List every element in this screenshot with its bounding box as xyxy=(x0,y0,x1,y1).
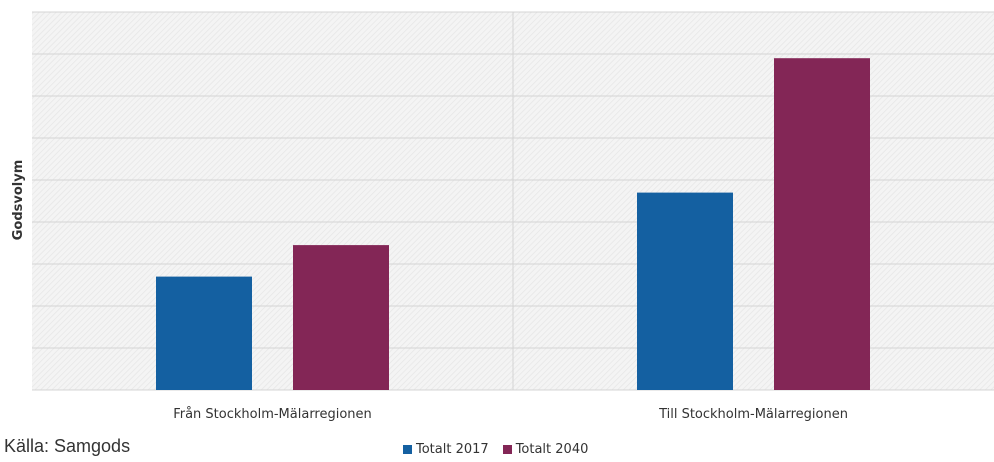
y-axis-label: Godsvolym xyxy=(11,160,26,241)
x-category-label-from: Från Stockholm-Mälarregionen xyxy=(173,407,372,422)
legend-label-2017: Totalt 2017 xyxy=(416,442,489,457)
source-note: Källa: Samgods xyxy=(4,436,131,456)
bar-chart: Godsvolym Från Stockholm-Mälarregionen T… xyxy=(11,11,994,422)
bar-totalt-2017-1 xyxy=(637,192,733,390)
bars xyxy=(156,58,870,390)
x-category-label-to: Till Stockholm-Mälarregionen xyxy=(658,407,848,422)
legend-label-2040: Totalt 2040 xyxy=(515,442,589,457)
bar-totalt-2040-1 xyxy=(774,58,870,390)
bar-totalt-2040-0 xyxy=(293,245,389,390)
legend-item-2017: Totalt 2017 xyxy=(403,442,489,457)
legend-swatch-2017 xyxy=(403,445,412,454)
legend-item-2040: Totalt 2040 xyxy=(502,442,589,457)
legend: Totalt 2017 Totalt 2040 xyxy=(403,442,602,457)
legend-swatch-2040 xyxy=(502,445,512,454)
bar-totalt-2017-0 xyxy=(156,276,252,390)
